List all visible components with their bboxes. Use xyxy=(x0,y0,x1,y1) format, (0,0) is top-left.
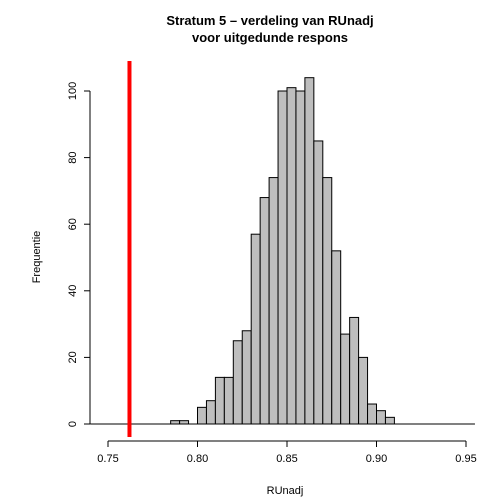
histogram-bar-23 xyxy=(376,410,386,425)
x-tick-label-4: 0.95 xyxy=(455,453,476,465)
histogram-bar-15 xyxy=(304,77,315,425)
x-tick-label-2: 0.85 xyxy=(276,453,297,465)
y-axis: 0 20 40 60 80 100 xyxy=(67,82,91,427)
y-tick-label-0: 0 xyxy=(67,421,79,427)
histogram-bar-7 xyxy=(232,340,243,425)
y-tick-label-5: 100 xyxy=(67,82,79,100)
histogram-bar-4 xyxy=(205,400,216,425)
y-tick-label-4: 80 xyxy=(67,151,79,163)
histogram-bar-24 xyxy=(384,416,395,425)
histogram-bar-16 xyxy=(313,140,324,425)
chart-title-line-2: voor uitgedunde respons xyxy=(192,30,348,45)
x-tick-label-1: 0.80 xyxy=(187,453,208,465)
y-tick-label-1: 20 xyxy=(67,351,79,363)
histogram-bar-3 xyxy=(197,406,207,425)
y-axis-label: Frequentie xyxy=(31,231,43,284)
histogram-bar-10 xyxy=(259,197,270,425)
x-tick-label-3: 0.90 xyxy=(366,453,387,465)
x-axis: 0.75 0.80 0.85 0.90 0.95 xyxy=(97,440,477,465)
bars-group xyxy=(170,77,395,425)
histogram-bar-13 xyxy=(286,87,297,425)
histogram-bar-19 xyxy=(340,333,351,425)
histogram-bar-21 xyxy=(358,356,369,425)
histogram-bar-17 xyxy=(322,177,333,425)
y-tick-label-3: 60 xyxy=(67,218,79,230)
histogram-bar-6 xyxy=(223,376,234,425)
histogram-bar-9 xyxy=(250,233,261,425)
histogram-bar-12 xyxy=(277,90,288,425)
histogram-bar-5 xyxy=(214,376,225,425)
histogram-bar-8 xyxy=(241,330,252,425)
histogram-bar-22 xyxy=(367,403,377,425)
x-axis-label: RUnadj xyxy=(267,485,304,497)
histogram-bar-18 xyxy=(331,250,342,425)
chart-title-line-1: Stratum 5 – verdeling van RUnadj xyxy=(166,13,373,28)
x-tick-label-0: 0.75 xyxy=(97,453,118,465)
histogram-bar-20 xyxy=(349,316,360,425)
y-tick-label-2: 40 xyxy=(67,285,79,297)
histogram-bar-11 xyxy=(268,177,279,425)
histogram-bar-14 xyxy=(295,90,306,425)
